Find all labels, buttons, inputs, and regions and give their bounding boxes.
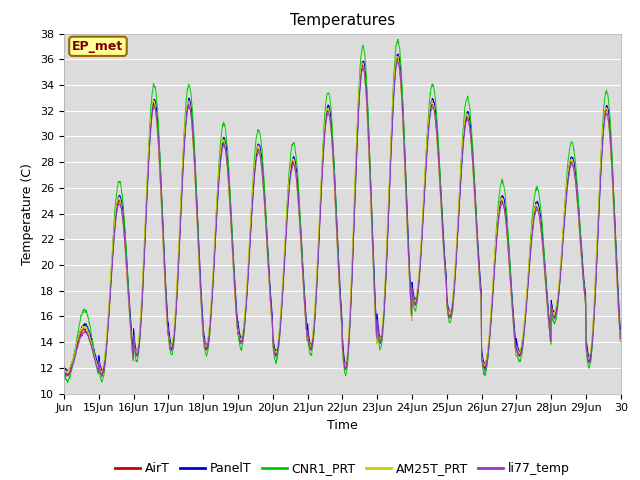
AirT: [97, 372, 105, 378]
AirT: [556, 280, 563, 286]
CNR1_PRT: [148, 100, 156, 106]
AirT: [610, 208, 618, 214]
li77_temp: [474, 248, 482, 254]
Y-axis label: Temperature (C): Temperature (C): [22, 163, 35, 264]
AirT: [328, 137, 336, 143]
X-axis label: Time: Time: [327, 419, 358, 432]
AM25T_PRT: [393, 54, 401, 60]
li77_temp: [60, 369, 68, 374]
AirT: [317, 181, 325, 187]
Legend: AirT, PanelT, CNR1_PRT, AM25T_PRT, li77_temp: AirT, PanelT, CNR1_PRT, AM25T_PRT, li77_…: [110, 457, 575, 480]
li77_temp: [616, 336, 624, 341]
Line: CNR1_PRT: CNR1_PRT: [64, 39, 620, 383]
Text: EP_met: EP_met: [72, 40, 124, 53]
PanelT: [616, 326, 624, 332]
Title: Temperatures: Temperatures: [290, 13, 395, 28]
li77_temp: [328, 136, 336, 142]
AirT: [394, 56, 401, 61]
PanelT: [394, 51, 402, 57]
AirT: [474, 252, 482, 258]
CNR1_PRT: [317, 176, 325, 181]
PanelT: [474, 240, 482, 246]
CNR1_PRT: [474, 246, 482, 252]
Line: AM25T_PRT: AM25T_PRT: [64, 57, 620, 373]
Line: AirT: AirT: [64, 59, 620, 375]
PanelT: [60, 363, 68, 369]
CNR1_PRT: [556, 282, 563, 288]
AM25T_PRT: [556, 274, 563, 279]
li77_temp: [317, 189, 325, 195]
CNR1_PRT: [394, 36, 402, 42]
AM25T_PRT: [610, 213, 618, 219]
PanelT: [148, 114, 156, 120]
AM25T_PRT: [60, 366, 68, 372]
AirT: [616, 338, 624, 344]
PanelT: [610, 195, 618, 201]
AirT: [148, 114, 156, 120]
li77_temp: [556, 283, 563, 288]
PanelT: [556, 280, 563, 286]
Line: PanelT: PanelT: [64, 54, 620, 371]
CNR1_PRT: [64, 380, 72, 385]
li77_temp: [98, 374, 106, 380]
AM25T_PRT: [317, 173, 325, 179]
AM25T_PRT: [474, 254, 482, 260]
li77_temp: [610, 204, 618, 210]
Line: li77_temp: li77_temp: [64, 62, 620, 377]
CNR1_PRT: [610, 196, 618, 202]
AM25T_PRT: [148, 109, 156, 115]
CNR1_PRT: [60, 372, 68, 378]
AM25T_PRT: [328, 141, 336, 146]
AirT: [60, 368, 68, 374]
li77_temp: [148, 119, 156, 125]
CNR1_PRT: [616, 338, 624, 344]
li77_temp: [394, 59, 401, 65]
PanelT: [328, 127, 336, 133]
PanelT: [64, 368, 72, 374]
CNR1_PRT: [328, 118, 336, 123]
AM25T_PRT: [63, 371, 71, 376]
AM25T_PRT: [616, 338, 624, 344]
PanelT: [317, 186, 325, 192]
